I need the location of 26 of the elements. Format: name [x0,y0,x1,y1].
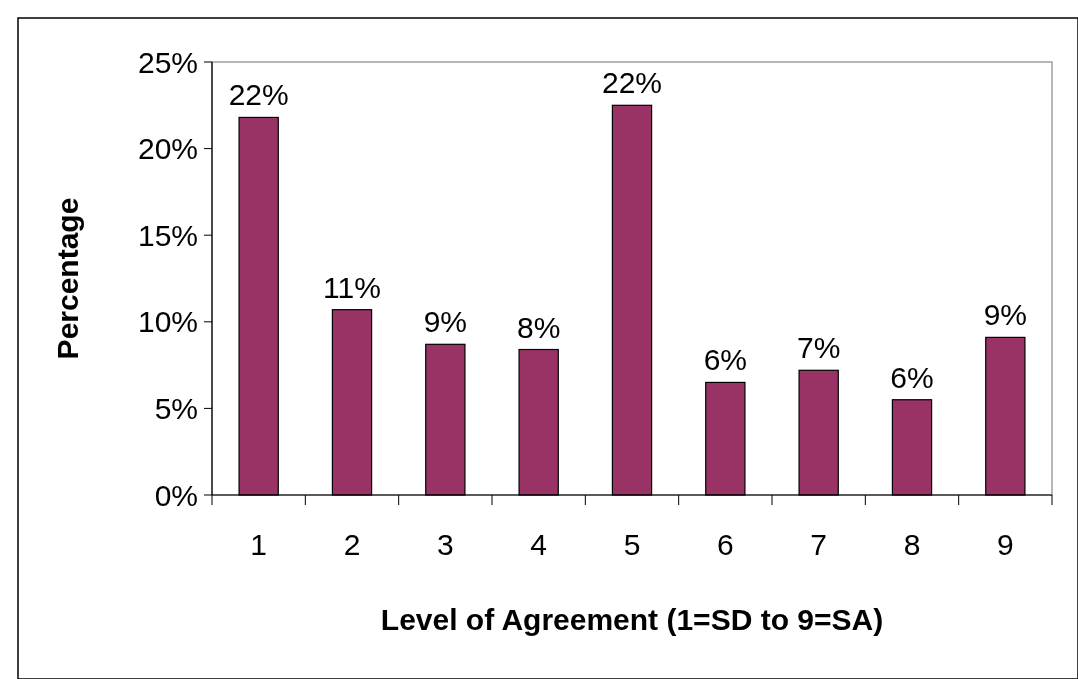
y-tick-label: 15% [137,218,198,252]
x-tick-label: 9 [996,528,1014,561]
x-tick-label: 2 [343,528,361,561]
x-tick-label: 8 [903,528,921,561]
x-tick-label: 5 [623,528,641,561]
data-label: 8% [516,310,561,344]
data-label: 7% [796,331,841,365]
y-tick-label: 20% [137,132,198,166]
data-label: 6% [703,343,748,377]
data-label: 9% [423,305,468,339]
x-tick-label: 1 [250,528,268,561]
y-tick-label: 0% [154,478,198,512]
data-label: 22% [228,78,289,112]
y-tick-label: 10% [137,305,198,339]
x-tick-label: 3 [436,528,454,561]
data-label: 9% [983,298,1028,332]
data-label: 6% [890,360,934,394]
x-axis-title: Level of Agreement (1=SD to 9=SA) [380,603,884,636]
x-tick-label: 7 [810,528,828,561]
y-tick-label: 25% [137,45,198,79]
data-label: 11% [323,270,381,304]
data-label: 22% [601,66,663,100]
x-tick-label: 6 [716,528,734,561]
x-tick-label: 4 [530,528,548,561]
y-tick-label: 5% [154,391,198,425]
y-axis-title: Percentage [51,197,84,360]
